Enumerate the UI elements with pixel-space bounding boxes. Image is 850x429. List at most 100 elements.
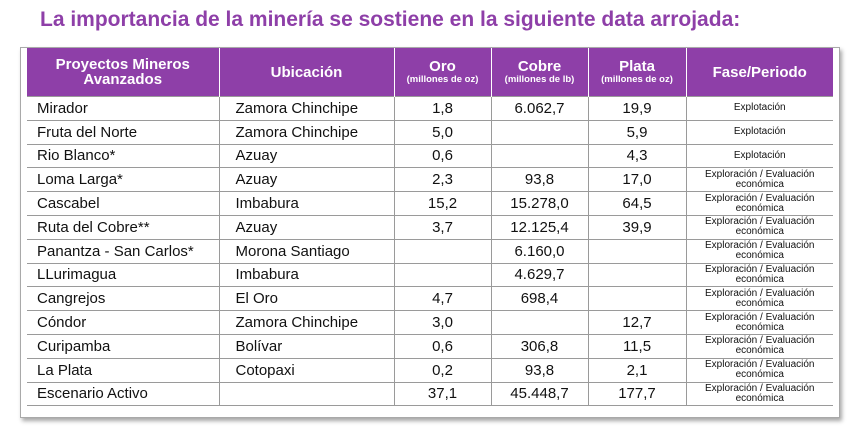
cell-project: La Plata <box>27 358 220 383</box>
cell-gold <box>394 239 492 264</box>
cell-gold: 0,6 <box>394 334 492 359</box>
cell-location: Morona Santiago <box>219 239 395 264</box>
cell-location <box>219 382 395 407</box>
cell-copper: 6.062,7 <box>491 96 589 121</box>
table-row: Curipamba Bolívar 0,6 306,8 11,5 Exploración … <box>27 334 833 359</box>
cell-location: Azuay <box>219 167 395 193</box>
cell-phase: Exploración / Evaluación económica <box>686 215 833 240</box>
cell-project: Panantza - San Carlos* <box>27 239 220 264</box>
cell-location: Zamora Chinchipe <box>219 310 395 335</box>
cell-copper: 698,4 <box>491 286 589 312</box>
cell-phase: Exploración / Evaluación económica <box>686 167 833 193</box>
cell-project: Cóndor <box>27 310 220 335</box>
cell-project: Cangrejos <box>27 286 220 312</box>
header-project: Proyectos Mineros Avanzados <box>27 48 220 97</box>
cell-silver: 64,5 <box>588 191 687 216</box>
cell-copper <box>491 144 589 169</box>
table-row: Loma Larga* Azuay 2,3 93,8 17,0 Exploración /… <box>27 167 833 193</box>
cell-copper <box>491 120 589 145</box>
cell-silver: 39,9 <box>588 215 687 240</box>
mining-projects-table: Proyectos Mineros Avanzados Ubicación Or… <box>27 48 833 407</box>
cell-phase: Exploración / Evaluación económica <box>686 334 833 359</box>
cell-phase: Exploración / Evaluación económica <box>686 286 833 312</box>
cell-copper: 93,8 <box>491 358 589 383</box>
page-title: La importancia de la minería se sostiene… <box>40 8 741 31</box>
header-gold: Oro (millones de oz) <box>394 48 492 97</box>
header-silver: Plata (millones de oz) <box>588 48 687 97</box>
table-row: Cangrejos El Oro 4,7 698,4 Exploración / Eva… <box>27 286 833 312</box>
table-row: Cascabel Imbabura 15,2 15.278,0 64,5 Explorac… <box>27 191 833 216</box>
cell-gold: 3,0 <box>394 310 492 335</box>
cell-gold: 1,8 <box>394 96 492 121</box>
cell-silver: 19,9 <box>588 96 687 121</box>
table-row: Ruta del Cobre** Azuay 3,7 12.125,4 39,9 Expl… <box>27 215 833 240</box>
cell-phase: Explotación <box>686 120 833 145</box>
cell-project: LLurimagua <box>27 263 220 288</box>
cell-copper: 4.629,7 <box>491 263 589 288</box>
cell-silver: 177,7 <box>588 382 687 407</box>
cell-phase: Exploración / Evaluación económica <box>686 358 833 383</box>
header-phase: Fase/Periodo <box>686 48 833 97</box>
cell-silver <box>588 263 687 288</box>
table-row: Fruta del Norte Zamora Chinchipe 5,0 5,9 Exp… <box>27 120 833 145</box>
cell-copper: 306,8 <box>491 334 589 359</box>
cell-silver: 17,0 <box>588 167 687 193</box>
cell-location: Imbabura <box>219 191 395 216</box>
table-row: La Plata Cotopaxi 0,2 93,8 2,1 Exploración / … <box>27 358 833 383</box>
cell-location: Azuay <box>219 144 395 169</box>
header-copper-unit: (millones de lb) <box>504 74 575 85</box>
mining-projects-table-frame: Proyectos Mineros Avanzados Ubicación Or… <box>20 47 840 418</box>
cell-phase: Explotación <box>686 96 833 121</box>
cell-location: Zamora Chinchipe <box>219 96 395 121</box>
table-row: Cóndor Zamora Chinchipe 3,0 12,7 Exploración… <box>27 310 833 335</box>
cell-copper: 6.160,0 <box>491 239 589 264</box>
cell-location: Imbabura <box>219 263 395 288</box>
cell-project: Escenario Activo <box>27 382 220 407</box>
cell-gold: 0,6 <box>394 144 492 169</box>
table-row: Panantza - San Carlos* Morona Santiago 6.1… <box>27 239 833 264</box>
cell-silver: 2,1 <box>588 358 687 383</box>
cell-project: Fruta del Norte <box>27 120 220 145</box>
cell-project: Cascabel <box>27 191 220 216</box>
cell-gold: 0,2 <box>394 358 492 383</box>
cell-gold: 2,3 <box>394 167 492 193</box>
cell-project: Ruta del Cobre** <box>27 215 220 240</box>
cell-phase: Exploración / Evaluación económica <box>686 382 833 407</box>
cell-gold <box>394 263 492 288</box>
cell-location: Azuay <box>219 215 395 240</box>
cell-gold: 3,7 <box>394 215 492 240</box>
cell-phase: Exploración / Evaluación económica <box>686 239 833 264</box>
cell-silver: 11,5 <box>588 334 687 359</box>
table-header-row: Proyectos Mineros Avanzados Ubicación Or… <box>27 48 833 97</box>
cell-location: Zamora Chinchipe <box>219 120 395 145</box>
header-gold-unit: (millones de oz) <box>406 74 479 85</box>
cell-silver: 4,3 <box>588 144 687 169</box>
cell-project: Rio Blanco* <box>27 144 220 169</box>
cell-gold: 4,7 <box>394 286 492 312</box>
cell-project: Mirador <box>27 96 220 121</box>
cell-gold: 37,1 <box>394 382 492 407</box>
cell-location: El Oro <box>219 286 395 312</box>
cell-gold: 15,2 <box>394 191 492 216</box>
cell-project: Curipamba <box>27 334 220 359</box>
cell-phase: Exploración / Evaluación económica <box>686 310 833 335</box>
header-copper: Cobre (millones de lb) <box>491 48 589 97</box>
cell-project: Loma Larga* <box>27 167 220 193</box>
cell-copper: 45.448,7 <box>491 382 589 407</box>
cell-phase: Explotación <box>686 144 833 169</box>
cell-phase: Exploración / Evaluación económica <box>686 191 833 216</box>
cell-silver <box>588 286 687 312</box>
cell-phase: Exploración / Evaluación económica <box>686 263 833 288</box>
cell-gold: 5,0 <box>394 120 492 145</box>
table-row: Escenario Activo 37,1 45.448,7 177,7 Explora… <box>27 382 833 407</box>
header-location: Ubicación <box>219 48 395 97</box>
table-row: LLurimagua Imbabura 4.629,7 Exploración / E… <box>27 263 833 288</box>
table-row: Rio Blanco* Azuay 0,6 4,3 Explotación <box>27 144 833 169</box>
cell-copper <box>491 310 589 335</box>
cell-location: Cotopaxi <box>219 358 395 383</box>
cell-copper: 93,8 <box>491 167 589 193</box>
cell-silver: 12,7 <box>588 310 687 335</box>
cell-silver <box>588 239 687 264</box>
cell-copper: 15.278,0 <box>491 191 589 216</box>
cell-location: Bolívar <box>219 334 395 359</box>
